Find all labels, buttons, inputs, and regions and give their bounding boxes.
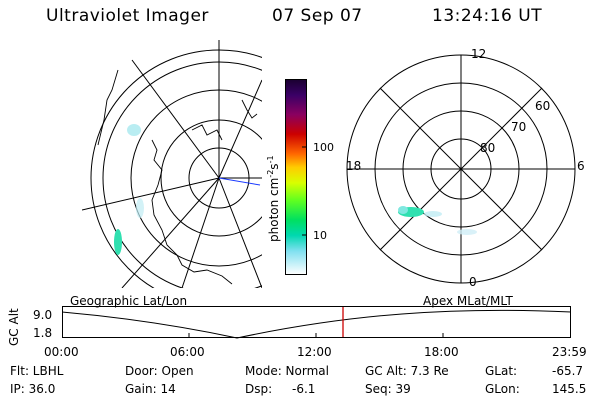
xtick-0600: 06:00 bbox=[170, 345, 205, 359]
apex-panel-label: Apex MLat/MLT bbox=[423, 294, 513, 308]
glon-label: GLon: bbox=[485, 382, 520, 396]
polar-mlt-plot bbox=[346, 54, 576, 284]
altitude-ytick-top: 9.0 bbox=[33, 308, 53, 322]
date-label: 07 Sep 07 bbox=[272, 6, 363, 26]
mlat-label-80: 80 bbox=[480, 141, 496, 155]
time-label: 13:24:16 UT bbox=[432, 6, 543, 26]
xtick-0000: 00:00 bbox=[44, 345, 79, 359]
geographic-panel-label: Geographic Lat/Lon bbox=[70, 294, 188, 308]
gain-info: Gain: 14 bbox=[125, 382, 176, 396]
door-info: Door: Open bbox=[125, 364, 194, 378]
dsp-label: Dsp: bbox=[245, 382, 273, 396]
dsp-value: -6.1 bbox=[292, 382, 316, 396]
mlat-label-60: 60 bbox=[535, 99, 551, 113]
colorbar-tick-10: 10 bbox=[313, 229, 327, 242]
unit-exp-1: -2 bbox=[266, 169, 275, 178]
instrument-title: Ultraviolet Imager bbox=[46, 6, 209, 26]
altitude-ylabel: GC Alt bbox=[7, 308, 21, 346]
mlt-label-18: 18 bbox=[346, 159, 362, 173]
mlat-label-70: 70 bbox=[511, 120, 527, 134]
geographic-map bbox=[82, 40, 262, 288]
mlt-label-6: 6 bbox=[577, 159, 585, 173]
mode-info: Mode: Normal bbox=[245, 364, 329, 378]
ip-info: IP: 36.0 bbox=[10, 382, 56, 396]
mlt-label-12: 12 bbox=[471, 47, 487, 61]
glat-label: GLat: bbox=[485, 364, 518, 378]
filter-info: Flt: LBHL bbox=[10, 364, 64, 378]
xtick-1800: 18:00 bbox=[424, 345, 459, 359]
unit-exp-2: -1 bbox=[266, 155, 275, 164]
colorbar-unit-label: photon cm-2s-1 bbox=[266, 155, 281, 242]
unit-seconds: s bbox=[267, 163, 281, 170]
unit-text: photon cm bbox=[267, 177, 281, 242]
colorbar bbox=[285, 79, 307, 275]
mlt-label-0: 0 bbox=[469, 275, 477, 289]
xtick-2359: 23:59 bbox=[552, 345, 587, 359]
seq-info: Seq: 39 bbox=[365, 382, 411, 396]
colorbar-tick-100: 100 bbox=[313, 141, 334, 154]
gc-alt-info: GC Alt: 7.3 Re bbox=[365, 364, 449, 378]
glon-value: 145.5 bbox=[552, 382, 587, 396]
xtick-1200: 12:00 bbox=[297, 345, 332, 359]
altitude-ytick-bottom: 1.8 bbox=[33, 326, 53, 340]
altitude-plot bbox=[62, 306, 572, 339]
glat-value: -65.7 bbox=[552, 364, 584, 378]
